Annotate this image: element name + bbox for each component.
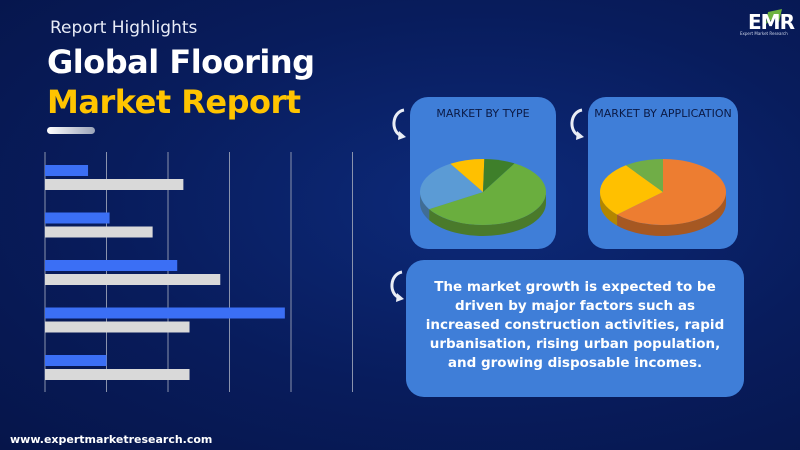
- bar: [45, 165, 89, 176]
- pie-slice: [617, 159, 726, 225]
- pie-slice: [600, 165, 663, 215]
- bar: [45, 260, 178, 271]
- bar: [45, 226, 153, 238]
- pie-title-application: MARKET BY APPLICATION: [594, 107, 732, 120]
- chart-bars: [45, 165, 285, 380]
- pie-slice-side: [429, 192, 546, 236]
- bar: [45, 355, 107, 366]
- pie-slice: [450, 159, 485, 192]
- pie-slice: [429, 163, 546, 225]
- page-title-line2: Market Report: [47, 83, 301, 121]
- pie-chart-type: [420, 159, 546, 236]
- report-kicker: Report Highlights: [50, 18, 198, 38]
- pie-slice: [420, 163, 483, 210]
- bar: [45, 179, 184, 190]
- logo-text: EMR: [748, 10, 795, 34]
- logo-icon: [766, 9, 782, 24]
- bar: [45, 321, 190, 333]
- bar: [45, 307, 285, 319]
- pie-chart-application: [600, 159, 726, 237]
- pie-card-type: MARKET BY TYPE: [410, 97, 556, 249]
- logo-tagline: Expert Market Research: [740, 31, 788, 36]
- pie-slice: [483, 159, 515, 192]
- chart-grid: [44, 152, 353, 392]
- pie-slice-side: [617, 192, 726, 237]
- pie-slice: [625, 159, 663, 192]
- curved-arrow-icon: [570, 108, 584, 140]
- pie-slice-side: [600, 192, 618, 226]
- bar: [45, 212, 110, 224]
- page-title-line1: Global Flooring: [47, 43, 315, 81]
- pie-slice-side: [420, 192, 430, 221]
- title-underline: [47, 127, 95, 134]
- footer-url[interactable]: www.expertmarketresearch.com: [10, 433, 213, 446]
- summary-text: The market growth is expected to be driv…: [425, 279, 725, 371]
- pie-title-type: MARKET BY TYPE: [436, 107, 530, 120]
- summary-card: The market growth is expected to be driv…: [406, 260, 744, 397]
- bar: [45, 369, 190, 380]
- curved-arrow-icon: [392, 108, 406, 140]
- bar: [45, 274, 221, 285]
- pie-card-application: MARKET BY APPLICATION: [588, 97, 738, 249]
- curved-arrow-icon: [390, 270, 404, 302]
